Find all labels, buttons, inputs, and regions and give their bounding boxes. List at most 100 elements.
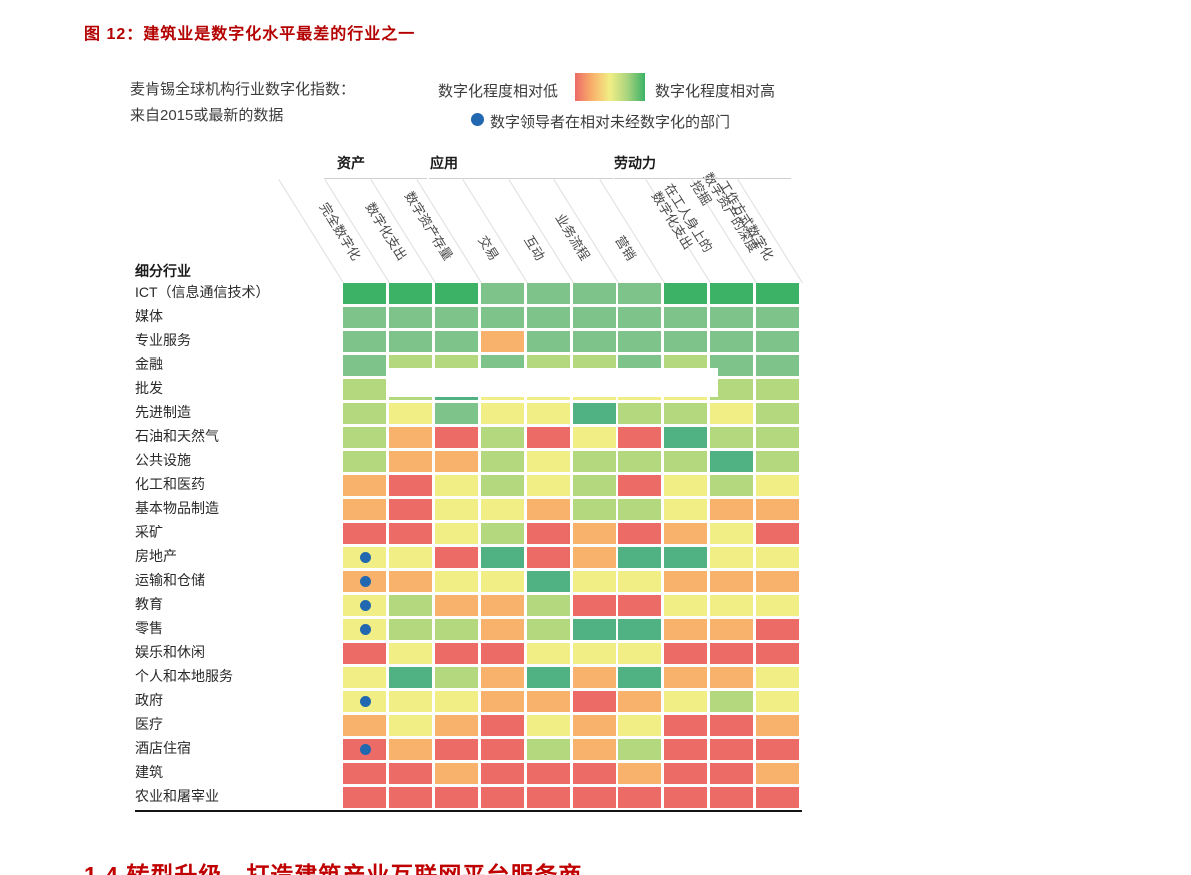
heatmap-cell: [343, 643, 386, 664]
heatmap-cell: [572, 619, 616, 640]
heatmap-cell: [618, 595, 662, 616]
heatmap-cell: [664, 547, 708, 568]
row-header-label: 细分行业: [135, 263, 191, 279]
heatmap-cell: [388, 523, 432, 544]
heatmap-cell: [526, 691, 570, 712]
heatmap-cell: [480, 499, 524, 520]
heatmap-cell: [756, 595, 800, 616]
chart-subtitle-line1: 麦肯锡全球机构行业数字化指数：: [130, 81, 356, 98]
heatmap-cell: [664, 787, 708, 808]
heatmap-cell: [526, 331, 570, 352]
heatmap-cell: [756, 403, 800, 424]
heatmap-cell: [526, 427, 570, 448]
heatmap-cell: [434, 307, 478, 328]
heatmap-cell: [710, 667, 754, 688]
heatmap-cell: [756, 643, 800, 664]
heatmap-cell: [710, 307, 754, 328]
heatmap-cell: [388, 595, 432, 616]
heatmap-cell: [618, 667, 662, 688]
heatmap-cell: [710, 691, 754, 712]
heatmap-cell: [618, 643, 662, 664]
heatmap-cell: [343, 667, 386, 688]
heatmap-cell: [618, 499, 662, 520]
section-heading: 1.4 转型升级，打造建筑产业互联网平台服务商: [84, 862, 583, 875]
heatmap-cell: [664, 499, 708, 520]
heatmap-cell: [434, 499, 478, 520]
heatmap-cell: [756, 331, 800, 352]
heatmap-cell: [756, 427, 800, 448]
heatmap-cell: [343, 523, 386, 544]
heatmap-cell: [756, 667, 800, 688]
heatmap-cell: [756, 451, 800, 472]
heatmap-cell: [434, 475, 478, 496]
heatmap-cell: [526, 547, 570, 568]
heatmap-cell: [480, 643, 524, 664]
heatmap-cell: [343, 403, 386, 424]
heatmap-cell: [756, 763, 800, 784]
heatmap-cell: [434, 715, 478, 736]
row-label: 基本物品制造: [135, 500, 219, 516]
heatmap-cell: [710, 355, 754, 376]
row-label: 医疗: [135, 716, 163, 732]
heatmap-cell: [480, 787, 524, 808]
heatmap-cell: [526, 475, 570, 496]
heatmap-cell: [710, 283, 754, 304]
heatmap-cell: [343, 787, 386, 808]
heatmap-cell: [710, 595, 754, 616]
heatmap-cell: [434, 739, 478, 760]
heatmap-cell: [343, 499, 386, 520]
heatmap-cell: [480, 571, 524, 592]
heatmap-cell: [756, 571, 800, 592]
heatmap-cell: [434, 595, 478, 616]
heatmap-cell: [664, 739, 708, 760]
column-group-underline: [614, 178, 791, 179]
heatmap-cell: [664, 619, 708, 640]
row-label: 化工和医药: [135, 476, 205, 492]
heatmap-cell: [664, 523, 708, 544]
heatmap-cell: [710, 787, 754, 808]
heatmap-cell: [756, 307, 800, 328]
heatmap-cell: [388, 667, 432, 688]
heatmap-cell: [388, 787, 432, 808]
heatmap-cell: [434, 523, 478, 544]
heatmap-cell: [618, 619, 662, 640]
heatmap-cell: [434, 787, 478, 808]
heatmap-cell: [480, 547, 524, 568]
heatmap-cell: [434, 619, 478, 640]
heatmap-cell: [572, 571, 616, 592]
heatmap-cell: [756, 715, 800, 736]
heatmap-cell: [480, 307, 524, 328]
leader-dot-icon: [360, 552, 372, 563]
heatmap-cell: [343, 763, 386, 784]
heatmap-cell: [664, 643, 708, 664]
row-label: 房地产: [135, 548, 177, 564]
heatmap-cell: [480, 619, 524, 640]
heatmap: 完全数字化 数字化支出 数字资产存量 交易 互动 业务流程 营销 在工人身上的 数字化支出 数字…: [116, 62, 804, 815]
heatmap-cell: [388, 763, 432, 784]
heatmap-cell: [618, 451, 662, 472]
heatmap-cell: [756, 547, 800, 568]
heatmap-cell: [572, 667, 616, 688]
heatmap-cell: [572, 739, 616, 760]
heatmap-cell: [664, 451, 708, 472]
heatmap-cell: [388, 643, 432, 664]
heatmap-cell: [572, 643, 616, 664]
row-label: 教育: [135, 596, 163, 612]
heatmap-cell: [434, 763, 478, 784]
heatmap-cell: [710, 571, 754, 592]
heatmap-cell: [572, 523, 616, 544]
heatmap-cell: [756, 499, 800, 520]
leader-dot-icon: [360, 576, 372, 587]
heatmap-cell: [526, 283, 570, 304]
heatmap-cell: [618, 715, 662, 736]
heatmap-cell: [480, 595, 524, 616]
heatmap-cell: [618, 307, 662, 328]
row-label: 娱乐和休闲: [135, 644, 205, 660]
heatmap-cell: [710, 715, 754, 736]
row-label: 建筑: [135, 764, 163, 780]
heatmap-cell: [618, 427, 662, 448]
heatmap-cell: [388, 691, 432, 712]
heatmap-cell: [710, 643, 754, 664]
row-label: 酒店住宿: [135, 740, 191, 756]
heatmap-cell: [710, 331, 754, 352]
